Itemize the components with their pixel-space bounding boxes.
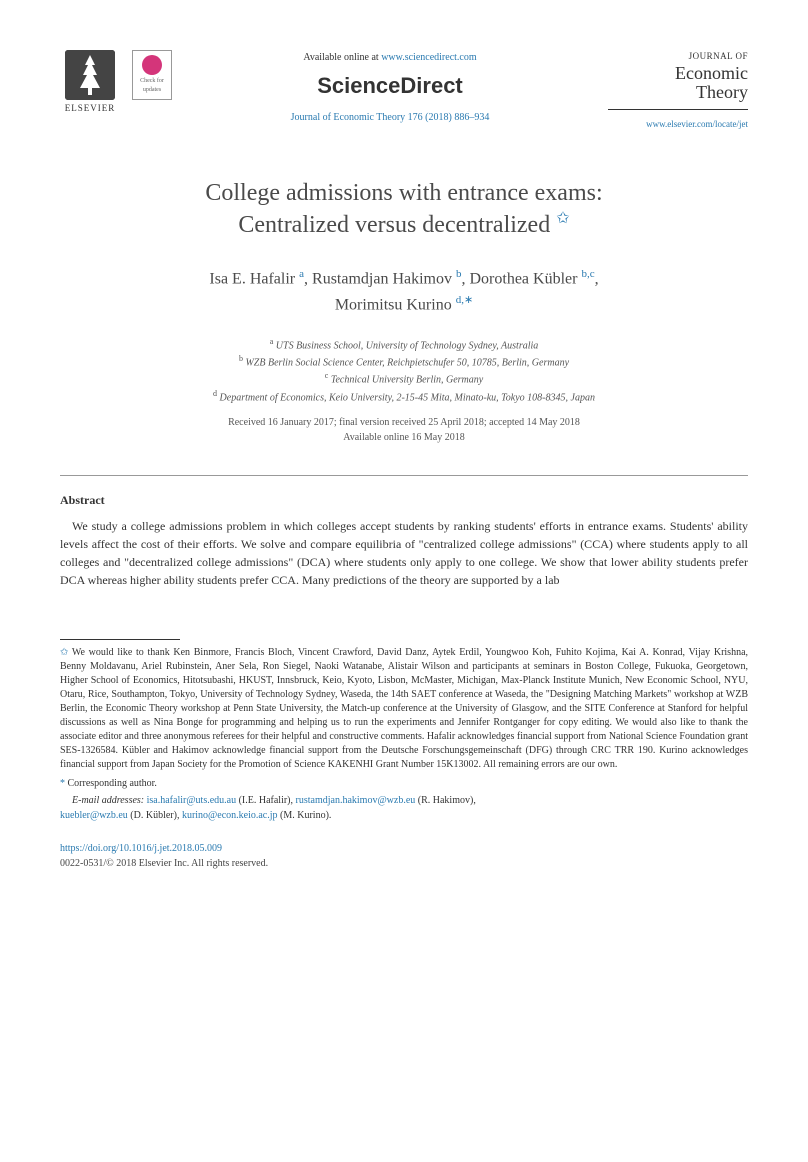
email-1[interactable]: isa.hafalir@uts.edu.au [147,795,236,806]
email-2-name: (R. Hakimov), [415,795,476,806]
email-label: E-mail addresses: [72,795,147,806]
journal-reference[interactable]: Journal of Economic Theory 176 (2018) 88… [182,110,598,125]
affiliation-b: WZB Berlin Social Science Center, Reichp… [245,357,569,368]
header-right: JOURNAL OF Economic Theory www.elsevier.… [608,50,748,133]
email-3[interactable]: kuebler@wzb.eu [60,810,128,821]
header: ELSEVIER Check for updates Available onl… [60,50,748,133]
dates-line1: Received 16 January 2017; final version … [228,417,580,428]
header-left: ELSEVIER Check for updates [60,50,172,120]
elsevier-label: ELSEVIER [65,102,116,116]
check-updates-badge[interactable]: Check for updates [132,50,172,100]
available-prefix: Available online at [303,52,381,63]
author-4[interactable]: Morimitsu Kurino [335,296,452,313]
authors: Isa E. Hafalir a, Rustamdjan Hakimov b, … [60,266,748,318]
title-line1: College admissions with entrance exams: [205,180,602,206]
abstract-text: We study a college admissions problem in… [60,517,748,589]
aff-b-sup: b [239,354,243,363]
aff-c-sup: c [325,371,329,380]
title-footnote-star-icon[interactable]: ✩ [556,210,569,227]
affiliations: a UTS Business School, University of Tec… [60,336,748,405]
author-2-aff[interactable]: b [456,268,462,280]
elsevier-logo[interactable]: ELSEVIER [60,50,120,120]
aff-a-sup: a [270,337,274,346]
author-1[interactable]: Isa E. Hafalir [209,270,295,287]
locate-link[interactable]: www.elsevier.com/locate/jet [646,119,748,129]
footnote-star-icon: ✩ [60,647,68,658]
check-updates-icon [142,55,162,75]
author-3-aff[interactable]: b,c [581,268,594,280]
author-4-aff[interactable]: d, [456,294,464,306]
corresponding-label: Corresponding author. [68,778,157,789]
email-1-name: (I.E. Hafalir), [236,795,295,806]
email-4[interactable]: kurino@econ.keio.ac.jp [182,810,278,821]
abstract-heading: Abstract [60,491,748,509]
doi-block: https://doi.org/10.1016/j.jet.2018.05.00… [60,841,748,871]
article-title: College admissions with entrance exams: … [60,178,748,241]
publication-dates: Received 16 January 2017; final version … [60,415,748,445]
corresponding-asterisk-icon[interactable]: ∗ [464,294,473,306]
affiliation-c: Technical University Berlin, Germany [331,375,483,386]
journal-title-box: JOURNAL OF Economic Theory [608,50,748,110]
elsevier-tree-icon [65,50,115,100]
footnote-divider [60,639,180,640]
dates-line2: Available online 16 May 2018 [343,432,464,443]
aff-d-sup: d [213,389,217,398]
check-updates-label: Check for updates [133,77,171,95]
email-2[interactable]: rustamdjan.hakimov@wzb.eu [296,795,416,806]
email-addresses: E-mail addresses: isa.hafalir@uts.edu.au… [60,793,748,823]
email-3-name: (D. Kübler), [128,810,182,821]
abstract-divider [60,475,748,476]
author-3[interactable]: Dorothea Kübler [470,270,578,287]
title-line2: Centralized versus decentralized [238,212,550,238]
acknowledgment-footnote: ✩ We would like to thank Ken Binmore, Fr… [60,646,748,772]
journal-name-line2: Theory [608,83,748,103]
author-1-aff[interactable]: a [299,268,304,280]
email-4-name: (M. Kurino). [278,810,332,821]
affiliation-d: Department of Economics, Keio University… [220,392,595,403]
footnote-text: We would like to thank Ken Binmore, Fran… [60,647,748,770]
available-online: Available online at www.sciencedirect.co… [182,50,598,65]
journal-name-line1: Economic [608,64,748,84]
copyright: 0022-0531/© 2018 Elsevier Inc. All right… [60,858,268,869]
journal-of-label: JOURNAL OF [608,50,748,64]
corr-asterisk-icon: * [60,778,65,789]
affiliation-a: UTS Business School, University of Techn… [276,340,538,351]
corresponding-author-note: * Corresponding author. [60,776,748,791]
sciencedirect-url[interactable]: www.sciencedirect.com [381,52,476,63]
doi-link[interactable]: https://doi.org/10.1016/j.jet.2018.05.00… [60,843,222,854]
sciencedirect-logo: ScienceDirect [182,69,598,102]
header-center: Available online at www.sciencedirect.co… [172,50,608,125]
author-2[interactable]: Rustamdjan Hakimov [312,270,452,287]
